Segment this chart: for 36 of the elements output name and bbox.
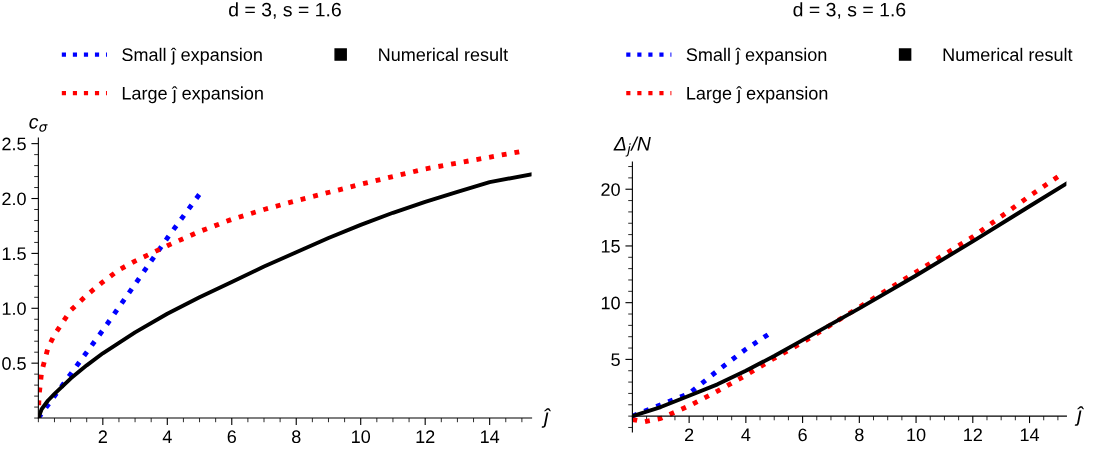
- chart-title: d = 3, s = 1.6: [793, 2, 906, 19]
- x-tick-label: 2: [685, 428, 694, 442]
- x-tick-label: 14: [480, 430, 500, 443]
- x-axis-title: ĵ: [1074, 406, 1084, 426]
- y-tick-label: 5: [611, 353, 620, 367]
- line-series: [38, 191, 202, 419]
- legend-label: Numerical result: [379, 47, 508, 62]
- legend-label: Small ĵ expansion: [686, 47, 827, 65]
- y-tick-label: 2.5: [2, 137, 26, 151]
- y-axis-title: c$_{σ}$: [29, 118, 48, 132]
- y-axis-title: Δ$_{j}$/N: [613, 136, 651, 157]
- x-tick-label: 8: [855, 428, 864, 442]
- y-tick-label: 0.5: [2, 357, 26, 370]
- legend-label: Numerical result: [943, 47, 1073, 62]
- y-tick-label: 20: [601, 183, 620, 196]
- x-tick-label: 10: [352, 430, 371, 444]
- x-tick-label: 10: [907, 428, 926, 442]
- x-tick-label: 2: [98, 430, 107, 443]
- x-axis-title: ĵ: [541, 408, 551, 428]
- y-tick-label: 2.0: [2, 192, 26, 206]
- x-tick-label: 12: [964, 428, 982, 442]
- x-tick-label: 6: [798, 428, 807, 442]
- x-tick-label: 8: [292, 430, 301, 444]
- x-tick-label: 4: [741, 428, 751, 442]
- chart-title: d = 3, s = 1.6: [229, 2, 341, 19]
- x-tick-label: 4: [162, 430, 172, 443]
- y-tick-label: 15: [601, 240, 620, 253]
- y-tick-label: 1.0: [2, 302, 26, 316]
- legend-label: Large ĵ expansion: [122, 86, 263, 104]
- y-tick-label: 10: [601, 296, 620, 310]
- x-tick-label: 14: [1020, 428, 1040, 442]
- legend-label: Large ĵ expansion: [687, 86, 828, 104]
- x-tick-label: 6: [227, 430, 236, 444]
- legend-label: Small ĵ expansion: [122, 47, 262, 65]
- x-tick-label: 12: [416, 430, 435, 443]
- y-tick-label: 1.5: [2, 247, 26, 261]
